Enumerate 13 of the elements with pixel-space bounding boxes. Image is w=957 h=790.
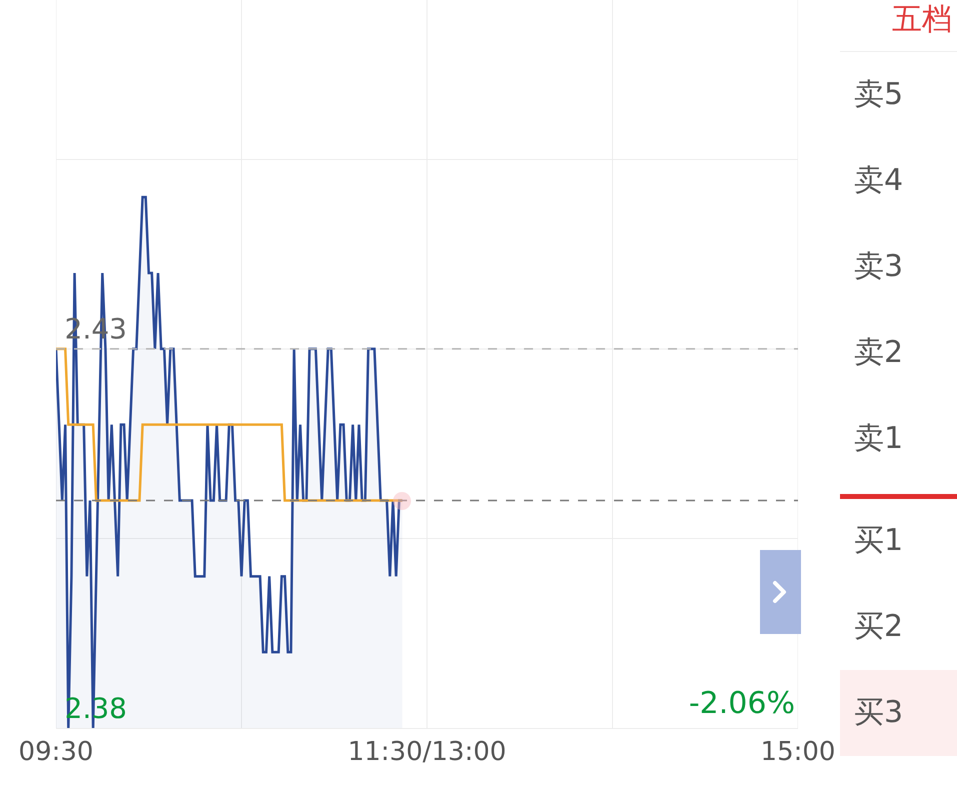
text: 卖5 xyxy=(853,76,904,114)
text: 买1 xyxy=(853,522,904,560)
annotation: -2.06% xyxy=(688,686,795,721)
text: 卖4 xyxy=(853,162,904,200)
text: 卖1 xyxy=(853,420,904,458)
text: 买3 xyxy=(840,670,957,756)
text: 五档 xyxy=(840,0,957,52)
text: 卖2 xyxy=(853,334,904,372)
text: 卖3 xyxy=(853,248,904,286)
text: 买2 xyxy=(853,608,904,646)
x-tick-label: 09:30 xyxy=(18,737,94,768)
x-tick-label: 11:30/13:00 xyxy=(348,737,506,768)
x-tick-label: 15:00 xyxy=(760,737,836,768)
